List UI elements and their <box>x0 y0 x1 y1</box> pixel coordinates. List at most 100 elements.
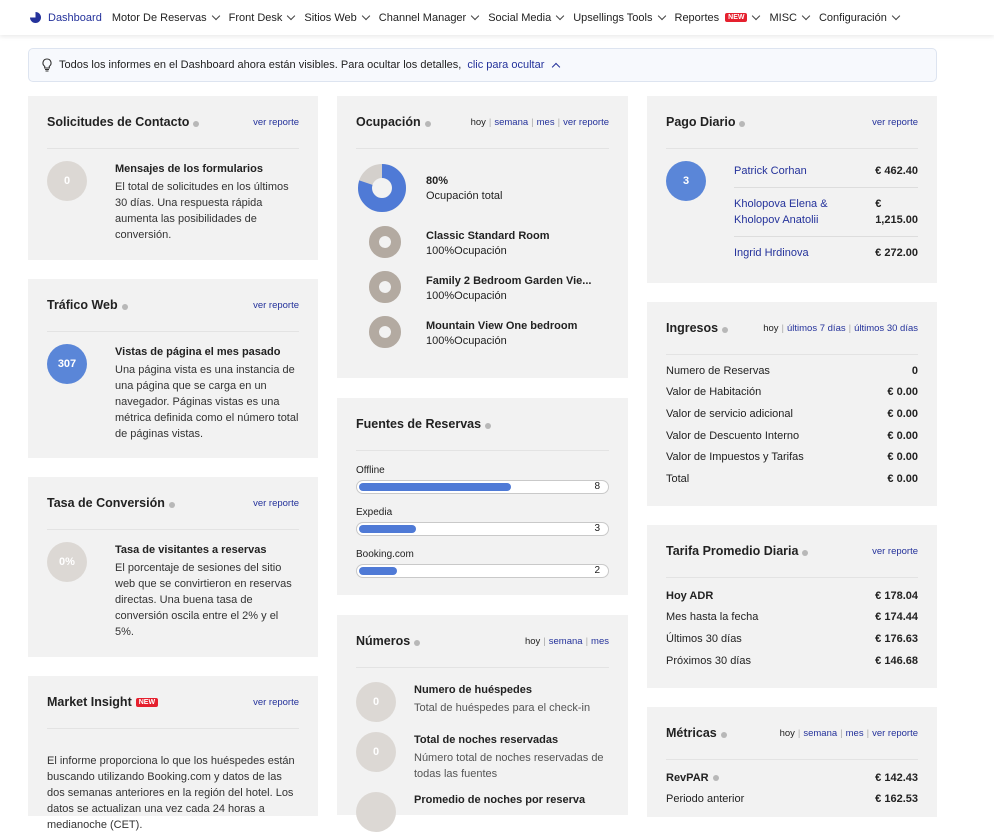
value-row: Hoy ADR € 178.04 <box>666 585 918 607</box>
room-row: Family 2 Bedroom Garden Vie... 100%Ocupac… <box>356 266 609 311</box>
spacer <box>356 451 609 465</box>
row-value: € 178.04 <box>875 589 918 602</box>
card-title: Pago Diario <box>666 115 736 129</box>
nav-label: Reportes <box>674 11 720 24</box>
occupancy-total: 80% Ocupación total <box>356 155 609 221</box>
period-link[interactable]: semana <box>548 635 583 647</box>
source-track: 8 <box>356 480 609 494</box>
info-dot <box>739 120 746 127</box>
nav-label: MISC <box>769 11 797 24</box>
nav-item[interactable]: Reportes NEW <box>674 11 761 24</box>
nav-item[interactable]: Front Desk <box>229 12 296 24</box>
report-link[interactable]: ver reporte <box>253 497 299 509</box>
donut-arc <box>369 316 401 348</box>
room-name: Classic Standard Room <box>426 230 550 242</box>
source-name: Offline <box>356 465 385 476</box>
guest-name[interactable]: Ingrid Hrdinova <box>734 247 809 259</box>
card-header: Ingresos hoy | últimos 7 días | últimos 30 dí… <box>666 302 918 355</box>
nav-item[interactable]: Upsellings Tools <box>573 11 666 24</box>
row-label: Últimos 30 días <box>666 632 742 645</box>
nav-item[interactable]: Channel Manager <box>379 12 480 24</box>
period-link[interactable]: últimos 7 días <box>787 322 846 334</box>
period-link[interactable]: hoy <box>779 727 795 739</box>
donut <box>358 164 406 212</box>
nav-label: Upsellings Tools <box>573 11 653 24</box>
row-value: € 142.43 <box>875 771 918 784</box>
report-link[interactable]: ver reporte <box>253 696 299 708</box>
nav-item[interactable]: Dashboard <box>30 12 102 24</box>
header-links: hoy | semana | mes | ver reporte <box>780 728 918 739</box>
period-link[interactable]: mes <box>845 727 864 739</box>
period-link[interactable]: ver reporte <box>872 727 918 739</box>
period-link[interactable]: hoy <box>524 635 541 647</box>
separator: | <box>797 727 801 739</box>
hide-link[interactable]: clic para ocultar <box>467 59 545 71</box>
nav-item[interactable]: Social Media <box>488 11 565 24</box>
period-link[interactable]: últimos 30 días <box>854 322 918 334</box>
nav-label: Social Media <box>488 11 552 24</box>
header-links: hoy | últimos 7 días | últimos 30 días <box>763 323 918 334</box>
period-link[interactable]: semana <box>494 116 529 128</box>
report-link[interactable]: ver reporte <box>253 299 299 311</box>
report-link[interactable]: ver reporte <box>872 545 918 557</box>
row-value: € 0.00 <box>887 407 918 420</box>
stat-heading: Vistas de página el mes pasado <box>115 346 281 358</box>
number-label: Promedio de noches por reserva <box>414 794 586 806</box>
info-banner: Todos los informes en el Dashboard ahora… <box>28 48 937 82</box>
room-donut <box>368 225 402 262</box>
nav-item[interactable]: Motor De Reservas <box>112 12 220 24</box>
stat-text: Tasa de visitantes a reservas El porcenta… <box>115 542 299 640</box>
caret <box>801 11 811 21</box>
value-row: Total € 0.00 <box>666 468 918 490</box>
period-link[interactable]: mes <box>536 116 555 128</box>
period-link[interactable]: ver reporte <box>563 116 609 128</box>
report-link[interactable]: ver reporte <box>872 116 918 128</box>
value-row: Numero de Reservas 0 <box>666 360 918 382</box>
period-link[interactable]: semana <box>803 727 838 739</box>
nav-item[interactable]: Sitios Web <box>304 12 371 24</box>
card: Métricas hoy | semana | mes | ver reporte RevPAR… <box>647 707 937 817</box>
number-description: Número total de noches reservadas de tod… <box>414 752 604 780</box>
value-row: Últimos 30 días € 176.63 <box>666 628 918 650</box>
number-item: Promedio de noches por reserva <box>356 782 609 832</box>
nav-item[interactable]: Configuración <box>819 12 901 24</box>
donut <box>369 226 401 258</box>
period-link[interactable]: hoy <box>763 322 779 334</box>
row-label: Valor de Habitación <box>666 386 762 399</box>
stat-heading: Tasa de visitantes a reservas <box>115 544 267 556</box>
period-link[interactable]: mes <box>591 635 609 647</box>
row-value: € 146.68 <box>875 654 918 667</box>
row-value: € 0.00 <box>887 386 918 399</box>
separator: | <box>848 322 852 334</box>
card-header: Tasa de Conversión ver reporte <box>47 477 299 530</box>
guest-name[interactable]: Kholopova Elena & Kholopov Anatolii <box>734 198 828 226</box>
payment-amount: € 1,215.00 <box>875 198 919 226</box>
card-title: Solicitudes de Contacto <box>47 115 190 129</box>
stat-description: Una página vista es una instancia de una… <box>115 364 299 440</box>
guest-name[interactable]: Patrick Corhan <box>734 165 807 177</box>
separator: | <box>543 635 546 647</box>
report-link[interactable]: ver reporte <box>253 116 299 128</box>
value-row: Valor de servicio adicional € 0.00 <box>666 403 918 425</box>
new-badge: NEW <box>135 697 159 707</box>
nav-item[interactable]: MISC <box>769 11 811 24</box>
payment-row: Patrick Corhan € 462.40 <box>734 155 918 188</box>
source-bar <box>359 525 416 533</box>
caret <box>555 11 565 21</box>
donut-arc <box>369 271 401 303</box>
row-label: Valor de servicio adicional <box>666 407 793 420</box>
count-circle: 0 <box>47 161 87 201</box>
total-value: 80% <box>426 174 449 187</box>
card-title: Fuentes de Reservas <box>356 417 482 431</box>
room-donut <box>368 315 402 352</box>
source-name: Expedia <box>356 507 393 518</box>
new-badge: NEW <box>725 13 748 22</box>
card: Market Insight NEW ver reporte El informe p… <box>28 676 318 831</box>
row-label: Valor de Descuento Interno <box>666 429 800 442</box>
period-link[interactable]: hoy <box>470 116 486 128</box>
payment-row: Kholopova Elena & Kholopov Anatolii € 1,2… <box>734 188 918 237</box>
card-header: Solicitudes de Contacto ver reporte <box>47 96 299 149</box>
room-row: Mountain View One bedroom 100%Ocupación <box>356 311 609 356</box>
row-label: Periodo anterior <box>666 793 745 806</box>
stat-text: Mensajes de los formularios El total de s… <box>115 161 299 243</box>
